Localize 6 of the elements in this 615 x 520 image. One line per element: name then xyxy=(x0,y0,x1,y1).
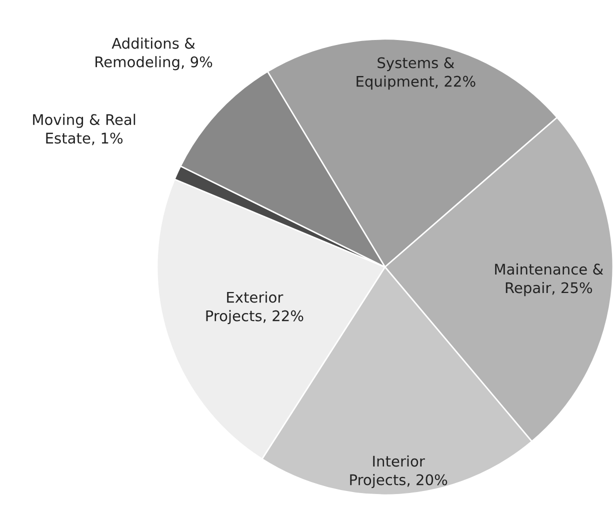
slice-label: Moving & Real Estate, 1% xyxy=(33,114,136,146)
slice-label: Maintenance & Repair, 25% xyxy=(495,263,604,296)
slice-label: Interior Projects, 20% xyxy=(350,455,448,488)
slice-label: Systems & Equipment, 22% xyxy=(356,57,476,90)
slice-label: Exterior Projects, 22% xyxy=(206,291,304,324)
slice-label: Additions & Remodeling, 9% xyxy=(96,38,212,70)
